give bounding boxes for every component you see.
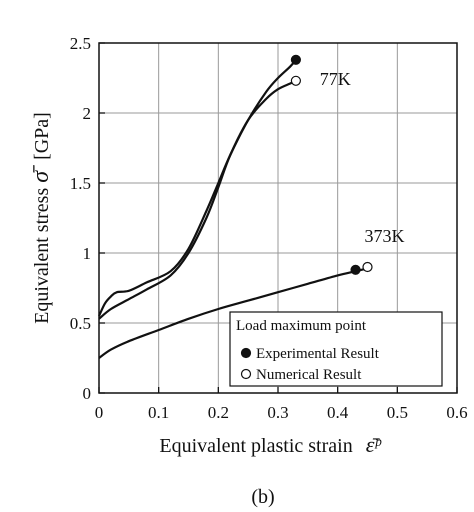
legend-open-marker [240,368,252,380]
axis-ticks: 0 0.1 0.2 0.3 0.4 0.5 0.6 0 0.5 1 1.5 2 2.5 [70,34,468,422]
x-tick-label: 0.5 [387,403,408,422]
svg-text:Equivalent stress σ̄: Equivalent stress σ̄ [GPa] [28,112,54,324]
curves [98,59,368,359]
x-axis-title: Equivalent plastic strain ε̄ᵖ [159,432,382,457]
x-tick-label: 0 [95,403,104,422]
experimental-max-point [290,54,301,65]
numerical-max-point [362,261,373,273]
curve-77k-experimental [98,59,297,317]
y-tick-label: 1 [83,244,92,263]
max-point-markers [290,54,373,275]
y-axis-unit: [GPa] [31,112,53,160]
legend-numerical-label: Numerical Result [256,367,362,383]
y-tick-label: 2.5 [70,34,91,53]
curve-labels: 77K 373K [320,69,405,246]
y-axis-label: Equivalent stress [31,188,53,324]
curve-label-373k: 373K [365,226,405,246]
figure-caption: (b) [251,486,274,508]
curve-label-77k: 77K [320,69,351,89]
y-tick-label: 0 [83,384,92,403]
experimental-max-point [350,264,361,275]
x-tick-label: 0.1 [148,403,169,422]
legend-box [229,311,443,387]
y-tick-label: 1.5 [70,174,91,193]
x-tick-label: 0.2 [208,403,229,422]
legend: Load maximum point Experimental Result N… [229,311,443,387]
x-axis-label: Equivalent plastic strain [159,435,352,457]
y-axis-symbol: σ̄ [28,165,54,183]
numerical-max-point [290,75,301,86]
legend-filled-marker [240,347,252,359]
legend-experimental-label: Experimental Result [256,346,380,362]
x-tick-label: 0.4 [327,403,349,422]
curve-77k-numerical [98,79,297,320]
x-tick-label: 0.3 [267,403,288,422]
legend-title: Load maximum point [236,318,367,334]
y-tick-label: 2 [83,104,92,123]
y-tick-label: 0.5 [70,314,91,333]
x-axis-symbol: ε̄ᵖ [366,432,383,457]
y-axis-title: Equivalent stress σ̄ [GPa] [28,112,54,324]
curve-373k-both [98,267,368,359]
x-tick-label: 0.6 [446,403,467,422]
